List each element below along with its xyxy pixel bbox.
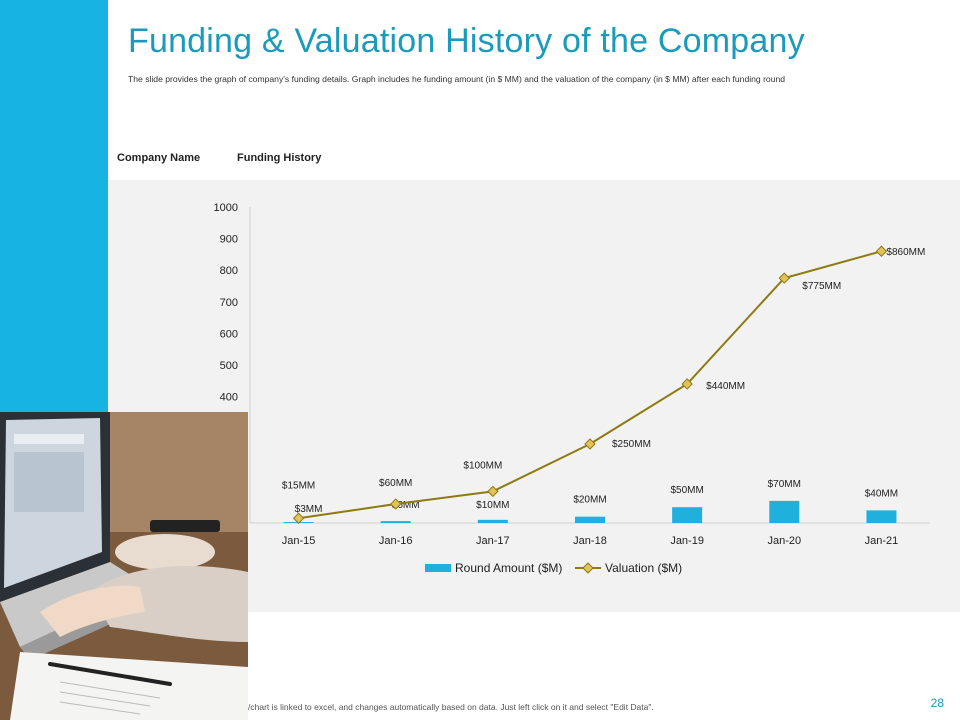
valuation-marker bbox=[292, 512, 305, 524]
funding-valuation-chart: 400 500 600 700 800 900 1000 Jan-15 Jan-16 Jan-17… bbox=[108, 180, 960, 617]
valuation-marker bbox=[487, 485, 499, 498]
x-tick-label: Jan-15 bbox=[282, 535, 316, 547]
bar bbox=[380, 521, 411, 523]
bar-data-label: $50MM bbox=[670, 485, 703, 496]
bar bbox=[672, 507, 703, 523]
accent-sidebar bbox=[0, 0, 108, 412]
valuation-marker bbox=[584, 438, 596, 450]
y-tick-label: 700 bbox=[220, 297, 238, 309]
funding-history-label: Funding History bbox=[237, 152, 322, 164]
legend-valuation: Valuation ($M) bbox=[605, 561, 682, 575]
y-tick-label: 500 bbox=[220, 360, 238, 372]
bar bbox=[477, 519, 508, 523]
y-tick-label: 900 bbox=[220, 234, 238, 246]
slide-title: Funding & Valuation History of the Compa… bbox=[128, 22, 805, 60]
bar-data-label: $3MM bbox=[295, 504, 323, 515]
line-data-label: $250MM bbox=[612, 439, 651, 450]
bar-data-label: $70MM bbox=[768, 479, 801, 490]
line-data-label: $440MM bbox=[706, 381, 745, 392]
y-tick-label: 800 bbox=[220, 265, 238, 277]
y-tick-label: 600 bbox=[220, 328, 238, 340]
page-number: 28 bbox=[930, 696, 944, 710]
x-tick-label: Jan-18 bbox=[573, 535, 607, 547]
bar bbox=[575, 516, 605, 523]
line-data-label: $775MM bbox=[802, 281, 841, 292]
bar bbox=[866, 510, 897, 523]
slide-subtitle: The slide provides the graph of company'… bbox=[128, 74, 786, 84]
line-data-label: $860MM bbox=[886, 247, 925, 258]
bar-data-label: $10MM bbox=[476, 500, 509, 511]
y-tick-label: 1000 bbox=[214, 202, 238, 214]
y-tick-label: 400 bbox=[220, 392, 238, 404]
legend-line-marker bbox=[582, 562, 594, 574]
x-tick-label: Jan-20 bbox=[767, 535, 801, 547]
bar-data-label: $6MM bbox=[392, 500, 420, 511]
valuation-marker bbox=[875, 245, 888, 257]
line-data-label: $15MM bbox=[282, 480, 315, 491]
laptop-photo bbox=[0, 412, 248, 720]
x-tick-label: Jan-17 bbox=[476, 535, 510, 547]
legend-round-amount: Round Amount ($M) bbox=[455, 561, 562, 575]
valuation-marker bbox=[778, 272, 790, 284]
x-tick-label: Jan-21 bbox=[865, 535, 899, 547]
bar-data-label: $40MM bbox=[865, 488, 898, 499]
chart-panel: 400 500 600 700 800 900 1000 Jan-15 Jan-16 Jan-17… bbox=[108, 180, 960, 612]
line-data-label: $100MM bbox=[463, 460, 502, 471]
legend-bar-swatch bbox=[425, 564, 451, 572]
x-tick-label: Jan-16 bbox=[379, 535, 413, 547]
valuation-marker bbox=[681, 378, 693, 390]
valuation-marker bbox=[390, 498, 402, 510]
footer-note: /chart is linked to excel, and changes a… bbox=[248, 702, 654, 712]
bar-data-label: $20MM bbox=[573, 495, 606, 506]
chart-svg: 400 500 600 700 800 900 1000 Jan-15 Jan-16 Jan-17… bbox=[214, 202, 930, 575]
x-tick-label: Jan-19 bbox=[670, 535, 704, 547]
company-name-label: Company Name bbox=[117, 152, 201, 164]
line-data-label: $60MM bbox=[379, 478, 412, 489]
bar bbox=[769, 500, 800, 523]
